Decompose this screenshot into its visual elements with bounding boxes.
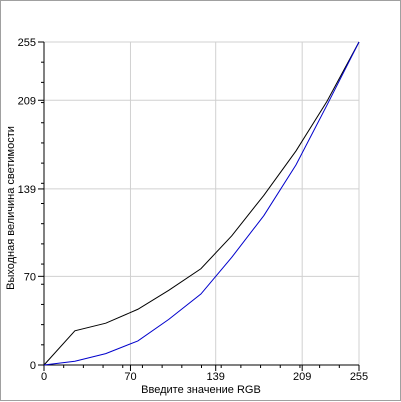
x-tick-label: 209: [293, 371, 311, 383]
x-tick-label: 139: [207, 371, 225, 383]
tick-labels: 0 70 139 209 255 0 70 139 209 255: [18, 37, 369, 383]
black-curve-line: [43, 41, 360, 366]
x-tick-label: 255: [350, 371, 368, 383]
x-tick-label: 70: [124, 371, 136, 383]
grid-lines: [44, 41, 360, 365]
y-tick-label: 0: [30, 360, 36, 372]
y-tick-label: 255: [18, 37, 36, 49]
tick-marks: [38, 41, 360, 371]
series-lines: [43, 41, 360, 366]
y-tick-label: 70: [24, 271, 36, 283]
x-axis-title: Введите значение RGB: [141, 384, 261, 396]
axes: [43, 42, 359, 366]
x-tick-label: 0: [41, 371, 47, 383]
y-axis-title: Выходная величина светимости: [5, 126, 17, 290]
y-tick-label: 139: [18, 184, 36, 196]
blue-curve-line: [43, 41, 360, 366]
y-tick-label: 209: [18, 95, 36, 107]
